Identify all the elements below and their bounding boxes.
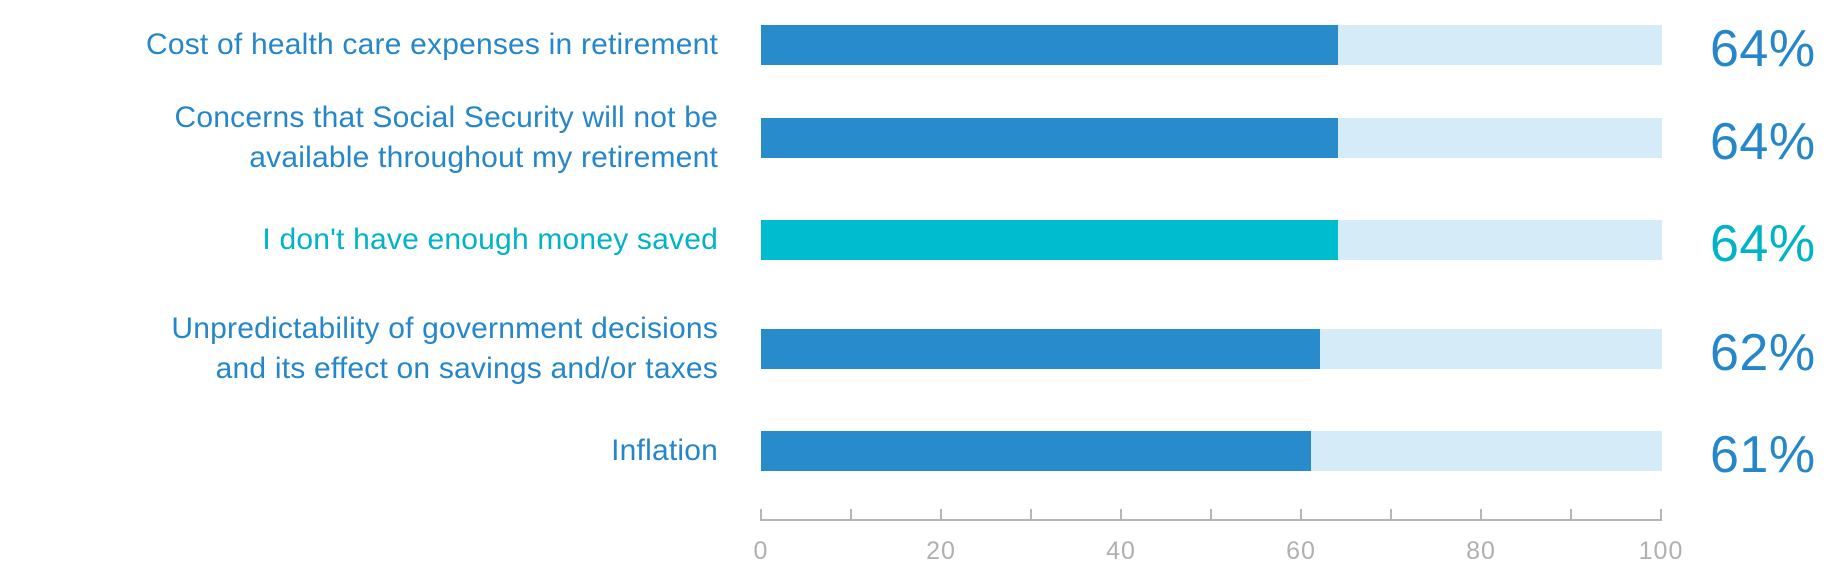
bar-track bbox=[761, 431, 1662, 471]
bar-fill bbox=[761, 118, 1338, 158]
value-label: 61% bbox=[1710, 426, 1816, 484]
value-label: 64% bbox=[1710, 215, 1816, 273]
category-label: Concerns that Social Security will not b… bbox=[174, 101, 718, 174]
x-axis-tick-label: 40 bbox=[1106, 537, 1136, 565]
value-label: 62% bbox=[1710, 324, 1816, 382]
x-axis: 0 20 40 60 80 100 bbox=[754, 509, 1682, 568]
x-axis-tick-label: 100 bbox=[1638, 537, 1684, 565]
x-axis-tick-label: 0 bbox=[753, 537, 769, 565]
x-axis-tick-label: 60 bbox=[1286, 537, 1316, 565]
x-axis-tick bbox=[850, 509, 852, 521]
bar-fill bbox=[761, 220, 1338, 260]
bar-fill bbox=[761, 25, 1338, 65]
category-label: Unpredictability of government decisions… bbox=[171, 312, 718, 385]
x-axis-tick bbox=[940, 509, 942, 521]
x-axis-tick bbox=[1480, 509, 1482, 521]
x-axis-tick bbox=[760, 509, 762, 521]
bar-fill bbox=[761, 431, 1311, 471]
bar-track bbox=[761, 220, 1662, 260]
x-axis-tick bbox=[1030, 509, 1032, 521]
bar-track bbox=[761, 329, 1662, 369]
x-axis-tick bbox=[1660, 509, 1662, 521]
bar-track bbox=[761, 118, 1662, 158]
value-label: 64% bbox=[1710, 20, 1816, 78]
bar-track bbox=[761, 25, 1662, 65]
x-axis-tick-label: 20 bbox=[926, 537, 956, 565]
category-label: Inflation bbox=[611, 434, 718, 467]
x-axis-tick-label: 80 bbox=[1466, 537, 1496, 565]
bar-fill bbox=[761, 329, 1320, 369]
x-axis-tick bbox=[1300, 509, 1302, 521]
x-axis-tick bbox=[1570, 509, 1572, 521]
x-axis-tick bbox=[1120, 509, 1122, 521]
category-label: Cost of health care expenses in retireme… bbox=[145, 28, 718, 61]
x-axis-tick bbox=[1210, 509, 1212, 521]
value-label: 64% bbox=[1710, 113, 1816, 171]
x-axis-tick bbox=[1390, 509, 1392, 521]
category-label: I don't have enough money saved bbox=[262, 223, 718, 256]
